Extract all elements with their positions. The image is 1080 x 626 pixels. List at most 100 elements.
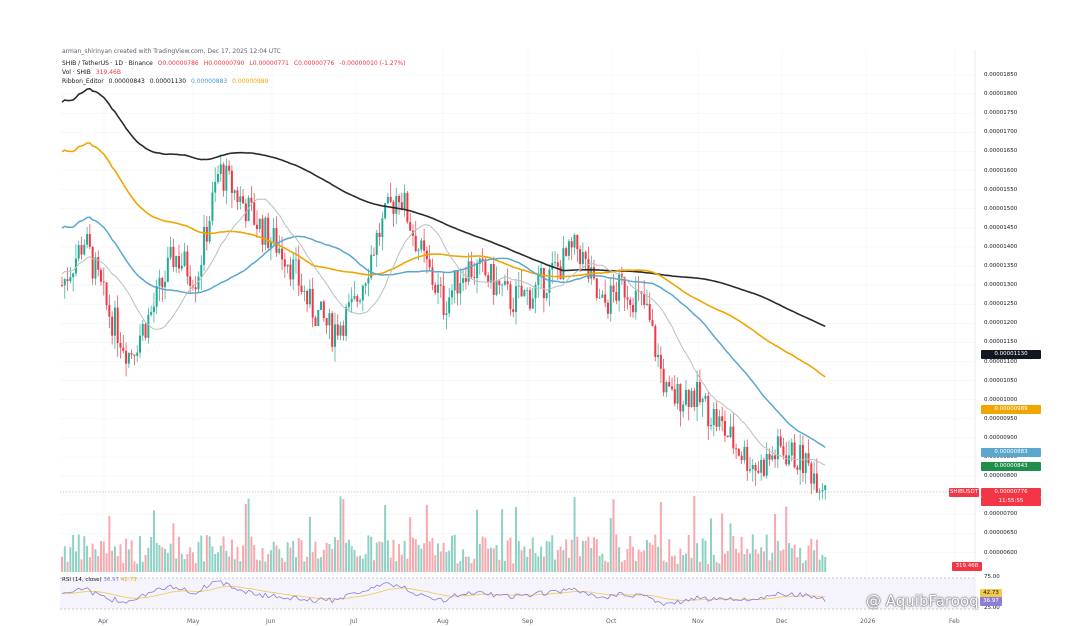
candle-body bbox=[423, 240, 426, 251]
volume-bar bbox=[615, 534, 618, 572]
volume-bar bbox=[102, 541, 105, 572]
volume-bar bbox=[587, 536, 590, 572]
candle-body bbox=[113, 307, 116, 336]
volume-bar bbox=[590, 547, 593, 572]
candle-body bbox=[492, 263, 495, 295]
candle-body bbox=[111, 316, 114, 336]
volume-bar bbox=[161, 547, 164, 572]
candle-body bbox=[456, 270, 459, 294]
candle-body bbox=[333, 324, 336, 347]
volume-bar bbox=[746, 548, 749, 572]
candle-body bbox=[473, 277, 476, 279]
symbol-name[interactable]: SHIB / TetherUS · 1D · Binance bbox=[62, 60, 153, 67]
candle-body bbox=[776, 436, 779, 460]
volume-bar bbox=[189, 547, 192, 572]
volume-bar bbox=[186, 554, 189, 572]
candle-body bbox=[306, 290, 309, 305]
volume-bar bbox=[632, 546, 635, 572]
volume-bar bbox=[333, 537, 336, 572]
candle-body bbox=[765, 454, 768, 476]
candle-body bbox=[63, 279, 66, 286]
volume-bar bbox=[203, 561, 206, 572]
watermark: @ AquibFarooq bbox=[866, 592, 979, 610]
volume-bar bbox=[80, 559, 83, 572]
time-tick: Dec bbox=[776, 618, 788, 625]
last-price-label: 0.00000776 bbox=[981, 488, 1041, 497]
candle-body bbox=[520, 285, 523, 297]
volume-bar bbox=[710, 518, 713, 572]
candle-body bbox=[116, 307, 119, 343]
candle-body bbox=[559, 266, 562, 280]
candle-body bbox=[715, 409, 718, 427]
volume-bar bbox=[462, 549, 465, 572]
candle-body bbox=[105, 282, 108, 306]
ma-legend[interactable]: Ribbon_Editor 0.00000843 0.00001130 0.00… bbox=[62, 78, 271, 86]
volume-bar bbox=[409, 517, 412, 572]
volume-bar bbox=[570, 539, 573, 572]
candle-body bbox=[336, 324, 339, 336]
volume-value: 319.46B bbox=[95, 69, 121, 76]
candle-body bbox=[506, 281, 509, 285]
candle-body bbox=[698, 381, 701, 403]
candle-body bbox=[445, 313, 448, 316]
candle-body bbox=[587, 259, 590, 279]
volume-bar bbox=[601, 553, 604, 572]
candle-body bbox=[400, 202, 403, 209]
candle-body bbox=[554, 262, 557, 264]
volume-bar bbox=[626, 549, 629, 572]
candle-body bbox=[205, 226, 208, 242]
volume-bar bbox=[420, 548, 423, 572]
volume-bar bbox=[294, 557, 297, 572]
volume-bar bbox=[152, 510, 155, 572]
volume-bar bbox=[551, 535, 554, 572]
rsi-legend[interactable]: RSI (14, close) 36.97 42.73 bbox=[62, 577, 137, 583]
volume-bar bbox=[172, 523, 175, 572]
volume-bar bbox=[637, 549, 640, 572]
candle-body bbox=[654, 325, 657, 358]
candle-body bbox=[177, 256, 180, 269]
candle-body bbox=[208, 220, 211, 242]
volume-legend[interactable]: Vol · SHIB 319.46B bbox=[62, 69, 124, 77]
rsi-value-label: 36.97 bbox=[980, 597, 1002, 606]
volume-bar bbox=[818, 559, 821, 572]
candle-body bbox=[386, 196, 389, 204]
rsi-value-2: 42.73 bbox=[120, 577, 137, 583]
candle-body bbox=[431, 267, 434, 285]
volume-bar bbox=[450, 535, 453, 572]
candle-body bbox=[261, 218, 264, 245]
volume-bar bbox=[668, 539, 671, 572]
volume-bar bbox=[793, 544, 796, 572]
volume-bar bbox=[158, 544, 161, 572]
price-tick: 0.00000850 bbox=[984, 454, 1018, 460]
candle-body bbox=[347, 302, 350, 307]
candle-body bbox=[317, 310, 320, 326]
price-tick: 0.00001200 bbox=[984, 320, 1018, 327]
candle-body bbox=[478, 258, 481, 264]
symbol-legend[interactable]: SHIB / TetherUS · 1D · Binance O0.000007… bbox=[62, 60, 409, 68]
candle-body bbox=[629, 299, 632, 305]
candle-body bbox=[517, 285, 520, 287]
candle-body bbox=[746, 446, 749, 471]
volume-bar bbox=[328, 544, 331, 572]
volume-bar bbox=[99, 541, 102, 572]
volume-bar bbox=[322, 549, 325, 572]
volume-bar bbox=[314, 541, 317, 572]
volume-bar bbox=[414, 539, 417, 572]
candle-body bbox=[283, 259, 286, 267]
volume-bar bbox=[723, 553, 726, 572]
volume-bar bbox=[431, 538, 434, 572]
volume-bar bbox=[732, 535, 735, 572]
volume-bar bbox=[651, 544, 654, 572]
candle-body bbox=[353, 296, 356, 299]
volume-bar bbox=[548, 541, 551, 572]
volume-bar bbox=[208, 536, 211, 572]
candle-body bbox=[141, 323, 144, 336]
candle-body bbox=[704, 395, 707, 399]
volume-bar bbox=[606, 562, 609, 572]
volume-bar bbox=[434, 555, 437, 572]
volume-bar bbox=[687, 534, 690, 572]
candle-body bbox=[595, 278, 598, 298]
candle-body bbox=[793, 442, 796, 468]
volume-bar bbox=[255, 559, 258, 572]
candle-body bbox=[737, 448, 740, 456]
